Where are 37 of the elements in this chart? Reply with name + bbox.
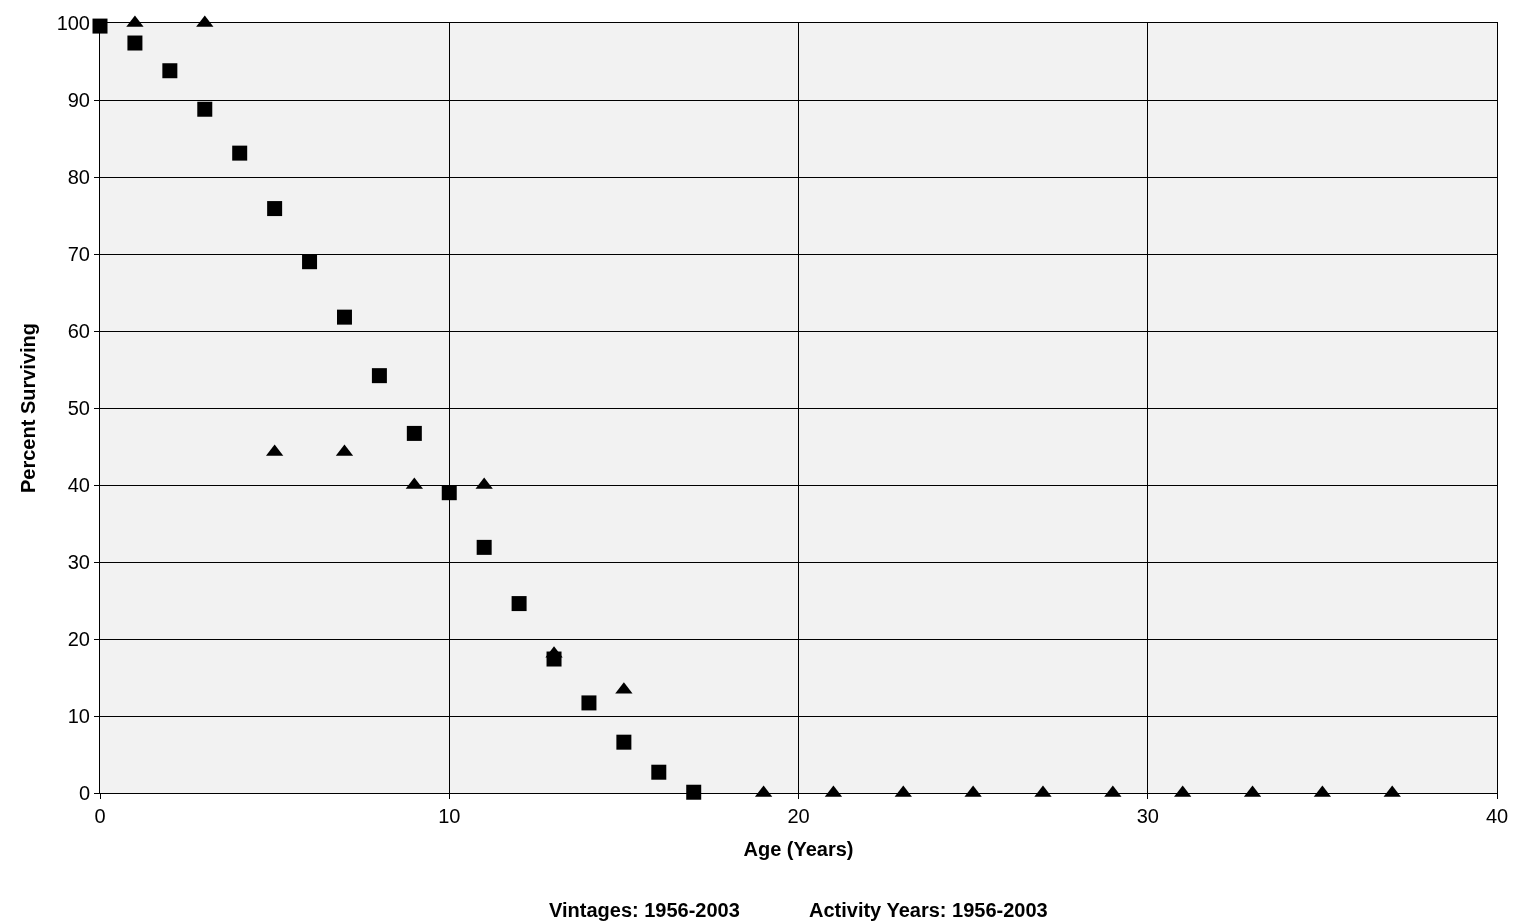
point: [616, 734, 632, 750]
y-tick-label: 70: [67, 243, 90, 265]
point: [651, 764, 667, 780]
point: [336, 309, 352, 325]
y-tick-label: 20: [67, 628, 90, 650]
y-tick-label: 90: [67, 89, 90, 111]
x-tick-label: 40: [1485, 805, 1509, 827]
x-axis-title: Age (Years): [743, 837, 854, 860]
point: [92, 18, 108, 34]
point: [371, 368, 387, 384]
x-tick-label: 0: [94, 805, 106, 827]
x-tick-label: 20: [787, 805, 810, 827]
y-tick-label: 30: [67, 551, 90, 573]
y-tick-label: 100: [56, 12, 90, 34]
y-tick-label: 60: [67, 320, 90, 342]
y-tick-label: 10: [67, 705, 90, 727]
point: [127, 35, 143, 51]
point: [511, 596, 527, 612]
x-tick-label: 30: [1136, 805, 1159, 827]
point: [267, 201, 283, 217]
point: [406, 425, 422, 441]
y-tick-label: 0: [78, 782, 90, 804]
y-axis-title: Percent Surviving: [17, 322, 40, 494]
text: Activity Years: 1956-2003: [809, 899, 1048, 921]
y-tick-label: 50: [67, 397, 90, 419]
point: [581, 695, 597, 711]
point: [686, 784, 702, 800]
point: [302, 254, 318, 270]
point: [162, 63, 178, 79]
point: [197, 101, 213, 117]
x-tick-label: 10: [438, 805, 461, 827]
point: [441, 485, 457, 501]
y-tick-label: 40: [67, 474, 90, 496]
y-tick-label: 80: [67, 166, 90, 188]
text: Vintages: 1956-2003: [549, 899, 740, 921]
point: [476, 539, 492, 555]
point: [232, 145, 248, 161]
